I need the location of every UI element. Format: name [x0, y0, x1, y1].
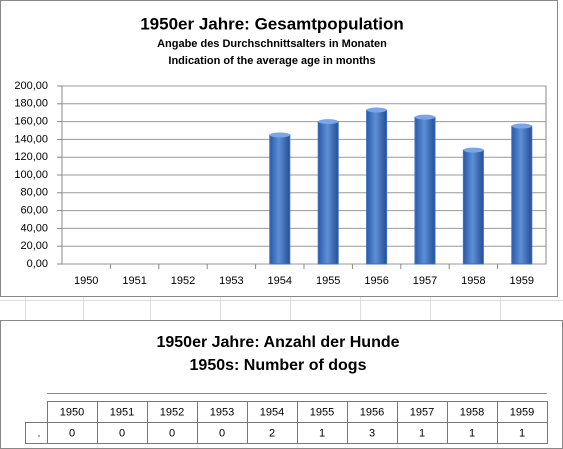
y-tick-label: 40,00	[20, 222, 48, 234]
chart-subtitle: Angabe des Durchschnittsalters in Monate…	[157, 38, 387, 50]
x-tick-label: 1956	[364, 275, 388, 287]
header-text: 1951	[110, 406, 134, 418]
bar	[462, 149, 484, 265]
y-tick-label: 160,00	[14, 116, 48, 128]
y-tick-label: 100,00	[14, 169, 48, 181]
cell-text: 0	[219, 427, 225, 439]
bar-cap	[366, 107, 387, 113]
x-tick-label: 1959	[510, 275, 534, 287]
table-cell	[497, 422, 548, 444]
bar-cap	[463, 147, 484, 153]
header-text: 1950	[60, 406, 84, 418]
bar-cap	[269, 132, 290, 138]
table-title: 1950er Jahre: Anzahl der Hunde	[156, 334, 399, 351]
y-tick-label: 60,00	[20, 205, 48, 217]
header-text: 1956	[360, 406, 384, 418]
y-tick-label: 180,00	[14, 98, 48, 110]
x-tick-label: 1955	[316, 275, 340, 287]
header-text: 1957	[410, 406, 434, 418]
header-text: 1955	[310, 406, 334, 418]
y-tick-label: 80,00	[20, 187, 48, 199]
chart-title: 1950er Jahre: Gesamtpopulation	[140, 14, 404, 33]
x-tick-label: 1952	[171, 275, 195, 287]
header-text: 1952	[160, 406, 184, 418]
cell-text: 2	[269, 427, 275, 439]
y-tick-label: 140,00	[14, 133, 48, 145]
x-tick-label: 1954	[268, 275, 292, 287]
x-tick-label: 1958	[461, 275, 485, 287]
x-tick-label: 1953	[219, 275, 243, 287]
bar	[366, 109, 388, 265]
chart-subtitle: Indication of the average age in months	[168, 55, 375, 67]
bar-cap	[415, 114, 435, 120]
bar-cap	[318, 119, 339, 125]
bar-cap	[511, 123, 532, 129]
y-tick-label: 120,00	[14, 151, 48, 163]
cell-text: 1	[419, 427, 425, 439]
y-tick-label: 200,00	[14, 80, 48, 92]
header-text: 1959	[510, 406, 534, 418]
cell-text: 3	[369, 427, 375, 439]
cell-text: 1	[319, 427, 325, 439]
bar	[511, 125, 533, 265]
header-text: 1958	[460, 406, 484, 418]
cell-text: 1	[519, 427, 525, 439]
x-tick-label: 1950	[74, 275, 98, 287]
cell-text: 1	[469, 427, 475, 439]
table-title: 1950s: Number of dogs	[190, 357, 367, 374]
y-tick-label: 0,00	[27, 258, 48, 270]
cell-text: 0	[119, 427, 125, 439]
x-tick-label: 1957	[413, 275, 437, 287]
header-text: 1954	[260, 406, 284, 418]
bar	[317, 121, 339, 265]
bar	[414, 116, 436, 265]
header-text: 1953	[210, 406, 234, 418]
x-tick-label: 1951	[122, 275, 146, 287]
y-tick-label: 20,00	[20, 240, 48, 252]
cell-text: 0	[69, 427, 75, 439]
bar	[269, 134, 291, 265]
row-label: .	[37, 427, 40, 439]
cell-text: 0	[169, 427, 175, 439]
